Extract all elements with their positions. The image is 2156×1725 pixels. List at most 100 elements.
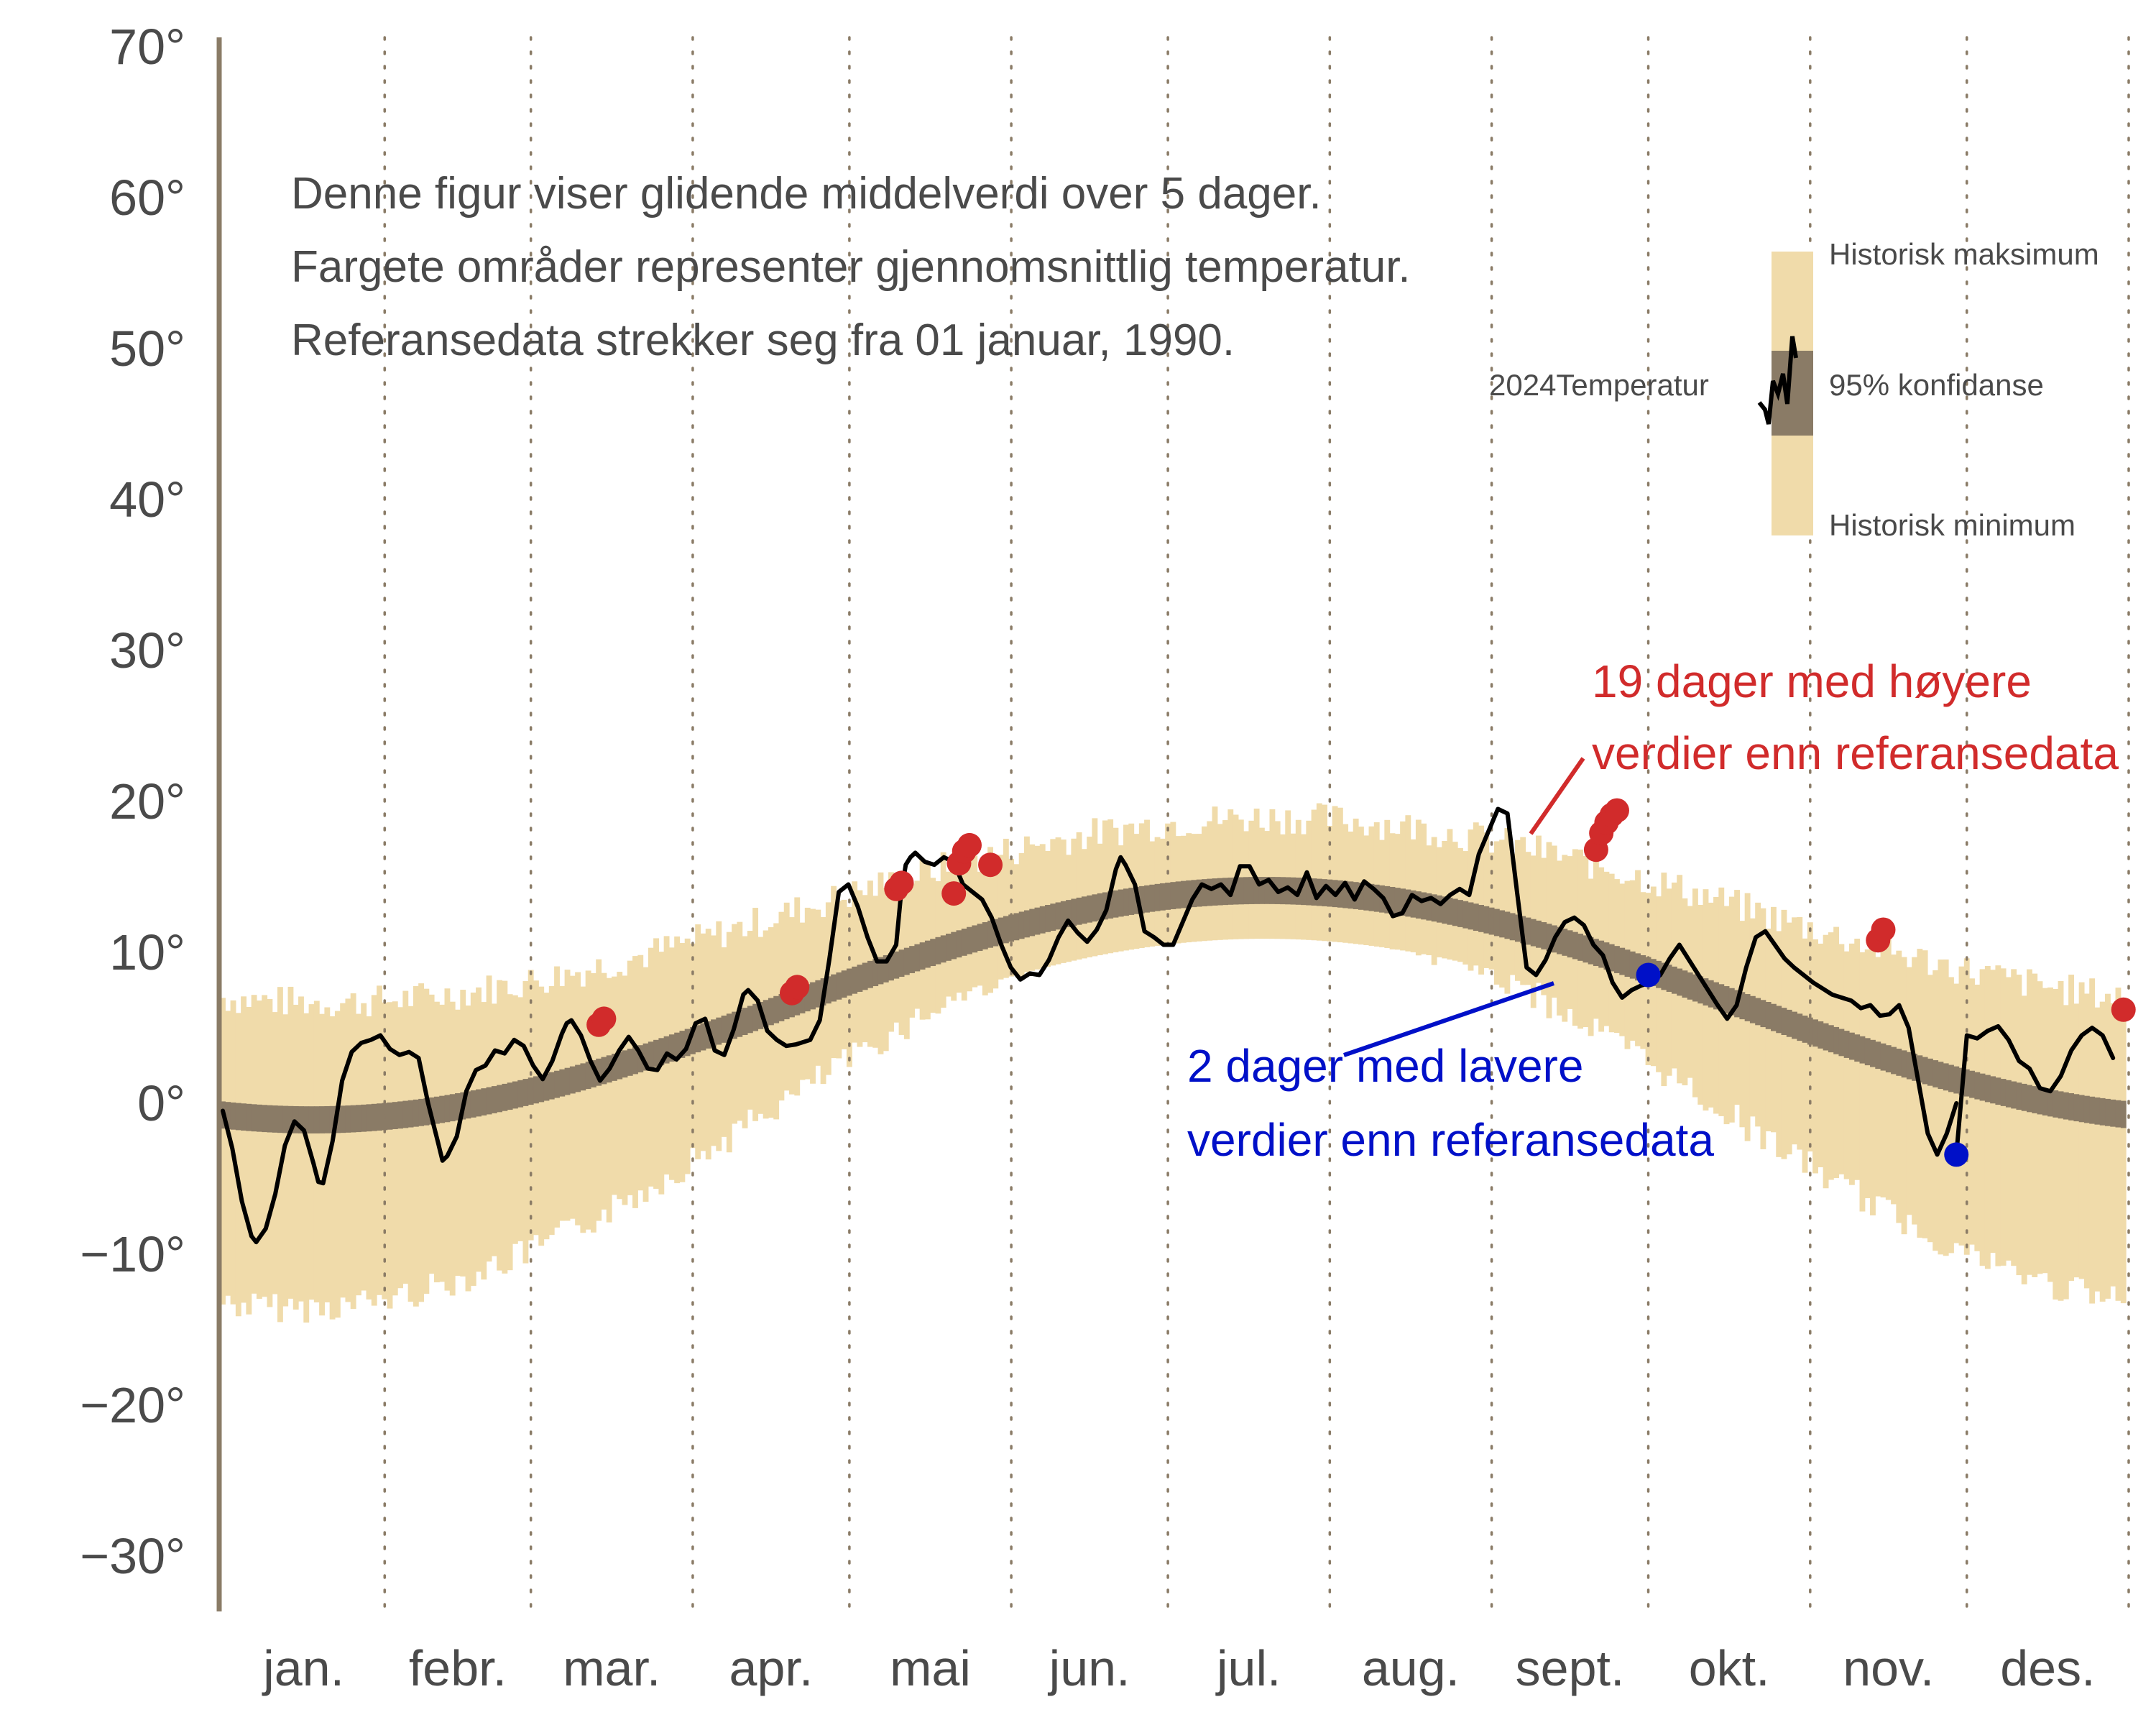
confidence-band-bar <box>1337 880 1343 908</box>
historic-band-bar <box>329 1016 336 1320</box>
confidence-band-bar <box>1624 949 1631 978</box>
historic-band-bar <box>611 976 617 1195</box>
confidence-band-bar <box>262 1105 268 1133</box>
historic-band-bar <box>658 952 665 1195</box>
confidence-band-bar <box>930 939 936 967</box>
confidence-band-bar <box>1749 995 1756 1024</box>
historic-band-bar <box>402 990 409 1284</box>
historic-band-bar <box>476 987 482 1272</box>
historic-band-bar <box>324 1007 331 1303</box>
confidence-band-bar <box>392 1102 398 1129</box>
confidence-band-bar <box>1697 976 1704 1004</box>
confidence-band-bar <box>1906 1052 1912 1080</box>
historic-band-bar <box>292 1004 299 1310</box>
confidence-band-bar <box>1473 903 1479 932</box>
confidence-band-bar <box>1917 1055 1923 1083</box>
confidence-band-bar <box>1394 888 1401 915</box>
confidence-band-bar <box>1118 889 1124 917</box>
confidence-band-bar <box>951 932 957 960</box>
historic-band-bar <box>1050 839 1056 966</box>
historic-band-bar <box>569 975 576 1219</box>
confidence-band-bar <box>2011 1081 2017 1109</box>
historic-band-bar <box>1906 967 1912 1215</box>
confidence-band-bar <box>590 1060 596 1087</box>
high-annotation-line-2: verdier enn referansedata <box>1592 727 2119 779</box>
confidence-band-bar <box>810 982 816 1010</box>
historic-band-bar <box>2058 980 2064 1301</box>
confidence-band-bar <box>726 1013 732 1041</box>
x-tick-label: febr. <box>409 1640 507 1696</box>
historic-band-bar <box>235 1013 241 1317</box>
confidence-band-bar <box>1258 877 1265 904</box>
historic-band-bar <box>2099 1001 2106 1302</box>
confidence-band-bar <box>1802 1016 1808 1043</box>
confidence-band-bar <box>1823 1023 1829 1051</box>
confidence-band-bar <box>1149 884 1156 912</box>
confidence-band-bar <box>1112 890 1119 918</box>
confidence-band-bar <box>319 1106 325 1133</box>
historic-band-bar <box>831 886 837 1059</box>
confidence-band-bar <box>1797 1013 1803 1041</box>
historic-band-bar <box>355 1013 361 1296</box>
historic-band-bar <box>1311 809 1317 941</box>
historic-band-bar <box>1504 828 1511 994</box>
historic-band-bar <box>2120 1006 2127 1304</box>
confidence-band-bar <box>1875 1041 1881 1070</box>
confidence-band-bar <box>585 1062 591 1090</box>
high-annotation-pointer <box>1529 757 1585 835</box>
historic-band-bar <box>1421 823 1427 954</box>
historic-band-bar <box>1786 922 1792 1155</box>
historic-band-bar <box>1353 818 1359 944</box>
confidence-band-bar <box>1577 934 1584 961</box>
historic-band-bar <box>2110 1003 2116 1287</box>
historic-band-bar <box>2042 988 2048 1274</box>
confidence-band-bar <box>1358 883 1364 910</box>
confidence-band-bar <box>1765 1002 1772 1029</box>
historic-band-bar <box>951 862 957 1001</box>
confidence-band-bar <box>601 1057 607 1085</box>
confidence-band-bar <box>1536 920 1542 948</box>
confidence-band-bar <box>1854 1034 1861 1062</box>
historic-band-bar <box>1765 929 1772 1131</box>
historic-band-bar <box>1055 837 1061 965</box>
historic-band-bar <box>919 859 926 1020</box>
confidence-band-bar <box>272 1105 278 1133</box>
y-tick-label: 70° <box>109 19 185 75</box>
confidence-band-bar <box>235 1103 241 1131</box>
low-annotation: 2 dager med lavere verdier enn referanse… <box>1187 981 1714 1166</box>
confidence-band-bar <box>1389 886 1396 914</box>
y-tick-label: 40° <box>109 472 185 528</box>
confidence-band-bar <box>935 937 941 965</box>
historic-band-bar <box>1802 938 1808 1173</box>
historic-band-bar <box>1891 954 1897 1205</box>
confidence-band-bar <box>1833 1026 1840 1054</box>
confidence-band-bar <box>1384 886 1391 914</box>
historic-band-bar <box>387 1002 393 1309</box>
historic-band-bar <box>1138 823 1145 948</box>
confidence-band-bar <box>961 929 967 956</box>
y-tick-label: 0° <box>137 1075 185 1131</box>
confidence-band-bar <box>423 1098 430 1126</box>
confidence-band-bar <box>528 1077 534 1105</box>
historic-band-bar <box>1932 970 1939 1251</box>
confidence-band-bar <box>653 1039 659 1067</box>
confidence-band-bar <box>1687 972 1693 1000</box>
note-line-1: Denne figur viser glidende middelverdi o… <box>291 169 1322 218</box>
confidence-band-bar <box>413 1099 419 1127</box>
historic-band-bar <box>548 985 555 1236</box>
y-tick-label: 10° <box>109 924 185 980</box>
confidence-band-bar <box>2068 1093 2075 1121</box>
confidence-band-bar <box>742 1008 748 1035</box>
confidence-band-bar <box>1410 890 1416 918</box>
historic-band-bar <box>601 972 607 1210</box>
confidence-band-bar <box>852 966 858 994</box>
x-tick-label: jan. <box>262 1640 344 1696</box>
historic-band-bar <box>1812 939 1818 1174</box>
confidence-band-bar <box>1400 888 1406 916</box>
historic-band-bar <box>1870 941 1876 1215</box>
historic-band-bar <box>1963 958 1970 1255</box>
historic-band-bar <box>2068 975 2075 1282</box>
confidence-band-bar <box>1666 965 1672 992</box>
confidence-band-bar <box>862 962 868 990</box>
confidence-band-bar <box>1938 1062 1944 1090</box>
